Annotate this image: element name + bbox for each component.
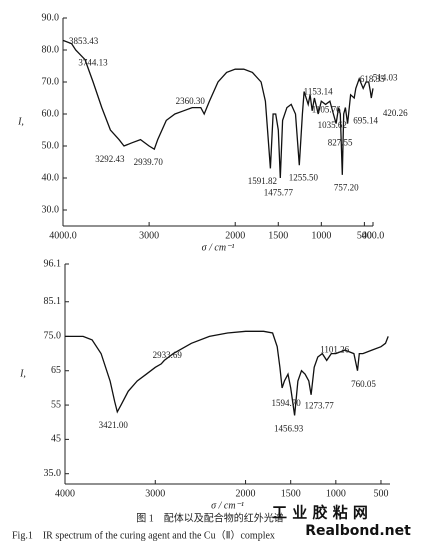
peak-label: 2360.30 (176, 96, 206, 106)
peak-label: 827.55 (328, 137, 353, 147)
peak-label: 3292.43 (95, 154, 125, 164)
peak-label: 420.26 (383, 108, 408, 118)
y-tick-label: 65 (51, 365, 61, 376)
x-tick-label: 3000 (139, 230, 159, 241)
peak-label: 1591.82 (248, 176, 277, 186)
caption-cn: 图 1 配体以及配合物的红外光谱 (136, 511, 284, 524)
peak-label: 3853.43 (69, 36, 99, 46)
y-tick-label: 35.0 (44, 468, 62, 479)
y-tick-label: 60.0 (42, 108, 60, 119)
peak-label: 1035.62 (318, 120, 347, 130)
x-tick-label: 3000 (145, 488, 165, 499)
x-tick-label: 1500 (281, 488, 301, 499)
x-tick-label: 2000 (236, 488, 256, 499)
peak-label: 3421.00 (99, 420, 129, 430)
x-tick-label: 500 (357, 230, 372, 241)
peak-label: 2933.69 (153, 350, 183, 360)
y-tick-label: 80.0 (42, 44, 60, 55)
x-tick-label: 1000 (311, 230, 331, 241)
y-tick-label: 55 (51, 399, 61, 410)
peak-label: 1594.70 (272, 398, 302, 408)
peak-label: 760.05 (351, 379, 376, 389)
y-tick-label: 85.1 (44, 296, 62, 307)
x-tick-label: 4000 (55, 488, 75, 499)
peak-label: 1101.26 (320, 344, 349, 354)
y-tick-label: 50.0 (42, 140, 60, 151)
y-tick-label: 90.0 (42, 12, 60, 23)
watermark-cn: 工 业 胶 粘 网 (272, 504, 368, 522)
y-tick-label: 70.0 (42, 76, 60, 87)
spectrum-line (62, 39, 374, 179)
x-tick-label: 4000.0 (49, 230, 77, 241)
y-axis-label: I, (17, 116, 24, 127)
x-tick-label: 500 (373, 488, 388, 499)
peak-label: 1475.77 (264, 188, 294, 198)
peak-label: 695.14 (353, 116, 378, 126)
y-tick-label: 45 (51, 434, 61, 445)
peak-label: 618.35 (360, 74, 385, 84)
x-axis-label: σ / cm⁻¹ (211, 500, 244, 511)
y-tick-label: 96.1 (44, 258, 62, 269)
x-axis-label: σ / cm⁻¹ (202, 242, 235, 253)
x-tick-label: 2000 (225, 230, 245, 241)
peak-label: 1153.14 (304, 86, 333, 96)
peak-label: 2939.70 (134, 157, 164, 167)
x-tick-label: 400.0 (362, 230, 385, 241)
x-tick-label: 1000 (326, 488, 346, 499)
caption-en: Fig.1 IR spectrum of the curing agent an… (12, 529, 275, 541)
peak-label: 1105.76 (312, 105, 341, 115)
y-axis-label: I, (19, 368, 26, 379)
peak-label: 3744.13 (78, 58, 108, 68)
y-tick-label: 30.0 (42, 204, 60, 215)
x-tick-label: 1500 (268, 230, 288, 241)
peak-label: 1273.77 (304, 401, 334, 411)
peak-label: 1255.50 (289, 173, 319, 183)
peak-label: 757.20 (334, 182, 359, 192)
peak-label: 514.03 (373, 72, 398, 82)
peak-label: 1456.93 (274, 423, 304, 433)
y-tick-label: 75.0 (44, 331, 62, 342)
spectrum-line (65, 330, 389, 416)
y-tick-label: 40.0 (42, 172, 60, 183)
watermark-en: Realbond.net (305, 523, 411, 539)
